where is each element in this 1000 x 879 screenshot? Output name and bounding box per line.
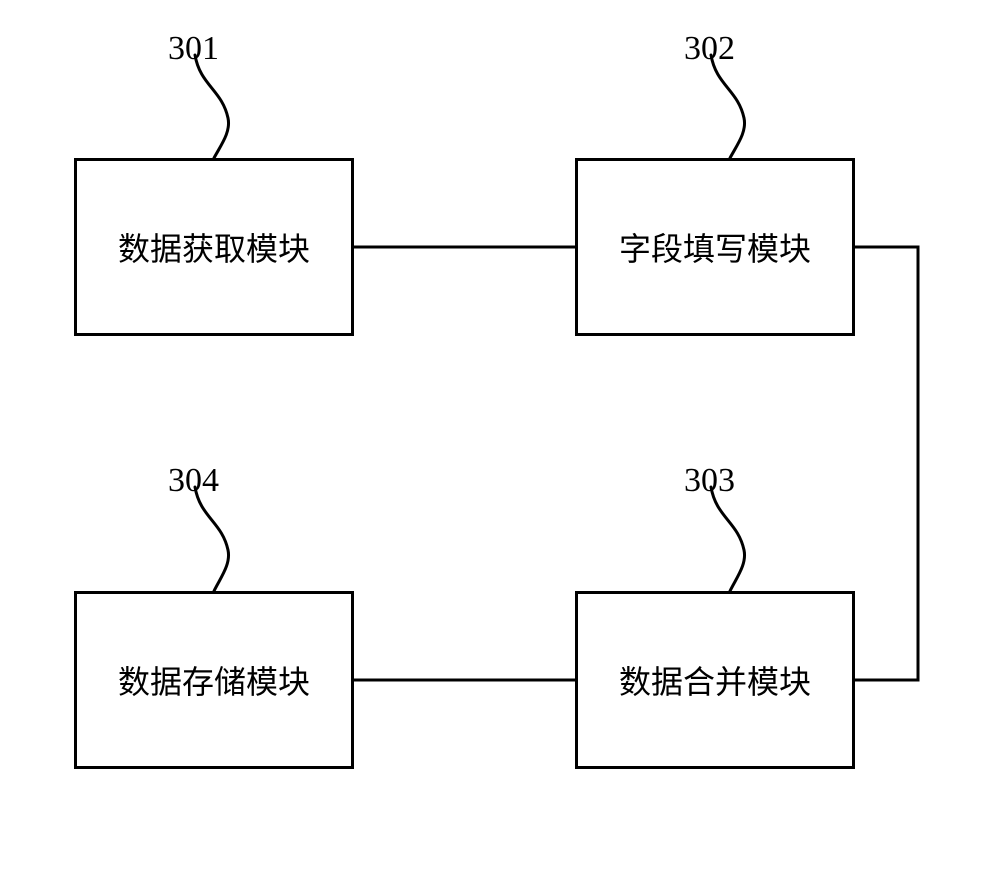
node-n302: 字段填写模块 <box>575 158 855 336</box>
leader-n301 <box>195 55 229 158</box>
node-label-n303: 数据合并模块 <box>619 657 811 703</box>
leader-n303 <box>711 487 745 591</box>
node-n304: 数据存储模块 <box>74 591 354 769</box>
leader-n302 <box>711 55 745 158</box>
ref-label-n304: 304 <box>168 462 219 500</box>
leader-n304 <box>195 487 229 591</box>
node-label-n304: 数据存储模块 <box>118 657 310 703</box>
ref-label-n302: 302 <box>684 30 735 68</box>
ref-label-n303: 303 <box>684 462 735 500</box>
edge-n302-n303 <box>855 247 918 680</box>
node-n303: 数据合并模块 <box>575 591 855 769</box>
ref-label-n301: 301 <box>168 30 219 68</box>
node-label-n301: 数据获取模块 <box>118 224 310 270</box>
node-n301: 数据获取模块 <box>74 158 354 336</box>
node-label-n302: 字段填写模块 <box>619 224 811 270</box>
